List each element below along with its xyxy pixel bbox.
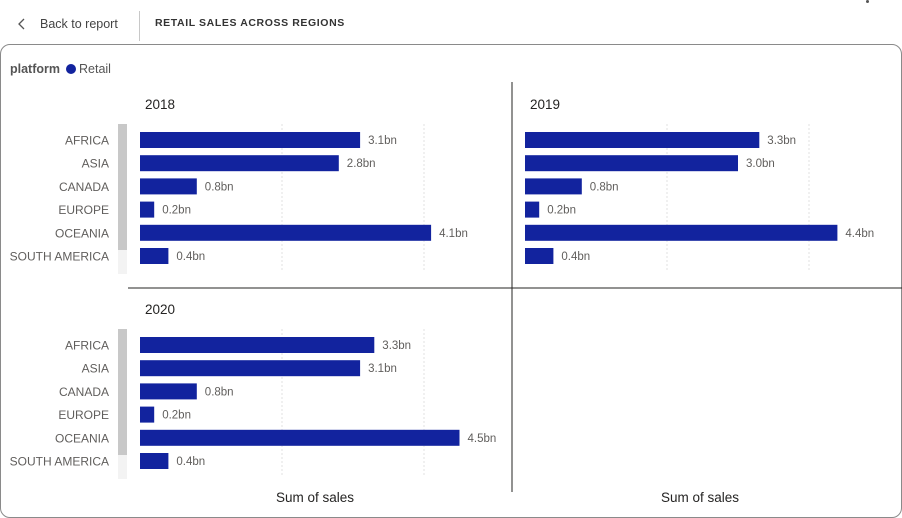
category-label-2020-south-america: SOUTH AMERICA: [10, 455, 109, 469]
data-label-2018-oceania: 4.1bn: [439, 228, 468, 240]
data-label-2019-south-america: 0.4bn: [561, 251, 590, 263]
back-to-report-button[interactable]: Back to report: [12, 14, 118, 34]
category-label-2018-canada: CANADA: [59, 180, 109, 194]
category-label-2020-canada: CANADA: [59, 385, 109, 399]
x-axis-title-left: Sum of sales: [276, 490, 354, 505]
panel-title-2019: 2019: [530, 97, 560, 112]
data-label-2020-oceania: 4.5bn: [468, 433, 497, 445]
legend: platform Retail: [10, 62, 111, 76]
category-label-2018-africa: AFRICA: [65, 134, 109, 148]
bar-2018-europe[interactable]: [140, 201, 155, 218]
data-label-2020-south-america: 0.4bn: [176, 456, 205, 468]
legend-title: platform: [10, 62, 60, 76]
category-label-2018-europe: EUROPE: [58, 203, 109, 217]
data-label-2020-africa: 3.3bn: [382, 340, 411, 352]
bar-2020-canada[interactable]: [140, 383, 197, 400]
data-label-2018-africa: 3.1bn: [368, 135, 397, 147]
category-label-2020-europe: EUROPE: [58, 408, 109, 422]
scrollbar-thumb-2020[interactable]: [118, 329, 127, 455]
back-label: Back to report: [40, 17, 118, 31]
data-label-2020-asia: 3.1bn: [368, 363, 397, 375]
data-label-2020-europe: 0.2bn: [162, 410, 191, 422]
panel-title-2020: 2020: [145, 302, 175, 317]
bar-2019-canada[interactable]: [525, 178, 582, 195]
bar-2020-oceania[interactable]: [140, 429, 460, 446]
bar-2019-africa[interactable]: [525, 132, 760, 148]
bar-2019-europe[interactable]: [525, 201, 540, 218]
data-label-2018-asia: 2.8bn: [347, 158, 376, 170]
data-label-2018-canada: 0.8bn: [205, 181, 234, 193]
legend-marker-retail: [66, 64, 76, 74]
bar-2018-asia[interactable]: [140, 155, 339, 172]
data-label-2019-africa: 3.3bn: [767, 135, 796, 147]
data-label-2019-canada: 0.8bn: [590, 181, 619, 193]
data-label-2019-oceania: 4.4bn: [845, 228, 874, 240]
top-bar: Back to report RETAIL SALES ACROSS REGIO…: [0, 0, 902, 45]
bar-2020-asia[interactable]: [140, 360, 361, 377]
data-label-2019-asia: 3.0bn: [746, 158, 775, 170]
panel-title-2018: 2018: [145, 97, 175, 112]
legend-item-retail[interactable]: Retail: [79, 62, 111, 76]
category-label-2018-asia: ASIA: [82, 157, 109, 171]
header-divider: [139, 11, 140, 41]
scrollbar-thumb-2018[interactable]: [118, 124, 127, 250]
category-label-2020-asia: ASIA: [82, 362, 109, 376]
x-axis-title-right: Sum of sales: [661, 490, 739, 505]
bar-2018-africa[interactable]: [140, 132, 361, 148]
bar-2018-oceania[interactable]: [140, 224, 432, 241]
category-label-2018-oceania: OCEANIA: [55, 226, 109, 240]
category-label-2018-south-america: SOUTH AMERICA: [10, 250, 109, 264]
bar-2019-south-america[interactable]: [525, 248, 554, 264]
bar-2018-canada[interactable]: [140, 178, 197, 195]
bar-2018-south-america[interactable]: [140, 248, 169, 264]
more-options-icon[interactable]: [866, 0, 869, 3]
data-label-2018-europe: 0.2bn: [162, 205, 191, 217]
data-label-2019-europe: 0.2bn: [547, 205, 576, 217]
bar-2020-africa[interactable]: [140, 337, 375, 353]
report-title: RETAIL SALES ACROSS REGIONS: [155, 17, 345, 29]
bar-2020-south-america[interactable]: [140, 453, 169, 469]
bar-2019-oceania[interactable]: [525, 224, 838, 241]
category-label-2020-oceania: OCEANIA: [55, 431, 109, 445]
chevron-left-icon: [18, 18, 25, 30]
category-label-2020-africa: AFRICA: [65, 339, 109, 353]
bar-2019-asia[interactable]: [525, 155, 738, 172]
data-label-2020-canada: 0.8bn: [205, 386, 234, 398]
bar-2020-europe[interactable]: [140, 406, 155, 423]
data-label-2018-south-america: 0.4bn: [176, 251, 205, 263]
